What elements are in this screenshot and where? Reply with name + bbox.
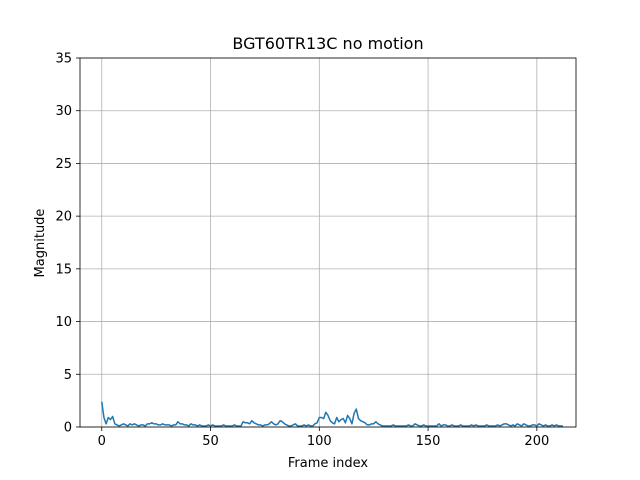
axes-frame <box>79 57 577 428</box>
x-tick-label: 100 <box>307 434 332 449</box>
y-tick-label: 25 <box>55 157 72 172</box>
x-tick-label: 0 <box>98 434 106 449</box>
chart-title: BGT60TR13C no motion <box>232 34 423 53</box>
y-tick-label: 15 <box>55 262 72 277</box>
x-tick-label: 200 <box>524 434 549 449</box>
series-line <box>101 401 563 427</box>
y-axis: 0 5 10 15 20 25 30 35 <box>55 52 80 436</box>
y-tick-label: 20 <box>55 210 72 225</box>
y-tick-label: 0 <box>64 421 72 436</box>
x-axis-title: Frame index <box>288 456 369 471</box>
y-tick-label: 5 <box>64 368 72 383</box>
plot-area <box>101 401 563 427</box>
x-tick-label: 150 <box>416 434 441 449</box>
x-axis: 0 50 100 150 200 <box>98 427 549 449</box>
y-axis-title: Magnitude <box>33 209 48 278</box>
x-tick-label: 50 <box>202 434 219 449</box>
y-tick-label: 10 <box>55 315 72 330</box>
y-tick-label: 35 <box>55 52 72 67</box>
y-tick-label: 30 <box>55 104 72 119</box>
